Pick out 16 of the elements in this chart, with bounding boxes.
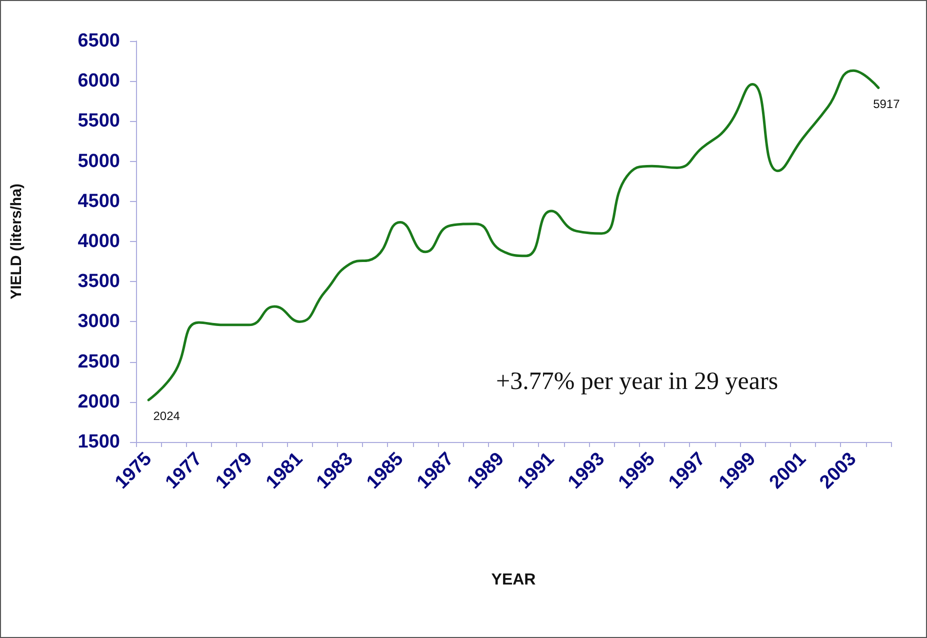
y-tick-label: 5500: [78, 110, 120, 132]
data-label: 5917: [873, 96, 900, 111]
y-axis-title: YIELD (liters/ha): [8, 184, 25, 300]
y-tick-label: 4000: [78, 231, 120, 252]
y-tick-label: 3500: [78, 271, 120, 292]
y-tick-label: 6000: [78, 70, 120, 92]
y-tick-label: 4500: [78, 190, 120, 212]
y-tick-label: 2500: [78, 351, 120, 372]
annotation: +3.77% per year in 29 years: [496, 368, 778, 395]
y-tick-label: 2000: [78, 391, 120, 412]
y-tick-label: 6500: [78, 30, 120, 52]
y-tick-label: 5000: [78, 150, 120, 172]
x-axis-title: YEAR: [491, 572, 536, 588]
y-tick-label: 1500: [78, 432, 120, 452]
data-label: 2024: [153, 408, 180, 423]
y-tick-label: 3000: [78, 311, 120, 332]
